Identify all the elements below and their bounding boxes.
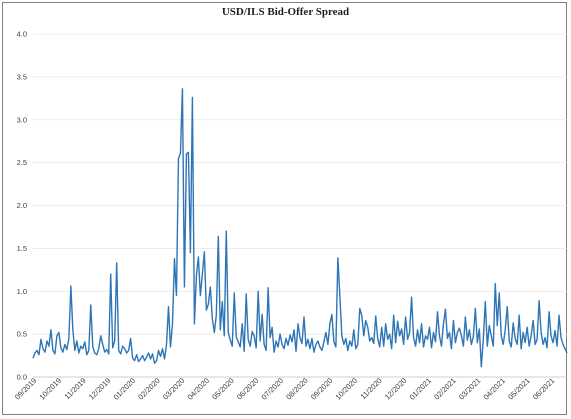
x-tick-label: 01/2020 bbox=[112, 376, 138, 402]
y-tick-label: 2.0 bbox=[17, 201, 27, 210]
y-tick-label: 1.5 bbox=[17, 244, 27, 253]
x-tick-label: 08/2020 bbox=[284, 376, 310, 402]
x-tick-label: 02/2021 bbox=[432, 376, 458, 402]
gridlines bbox=[33, 33, 567, 378]
x-tick-label: 07/2020 bbox=[260, 376, 286, 402]
series-line-0 bbox=[32, 88, 568, 368]
x-tick-label: 04/2020 bbox=[186, 376, 212, 402]
x-tick-label: 12/2020 bbox=[383, 376, 409, 402]
y-tick-label: 3.0 bbox=[17, 115, 27, 124]
y-axis: 0.0 0.5 1.0 1.5 2.0 2.5 3.0 3.5 4.0 bbox=[17, 30, 27, 382]
x-tick-label: 03/2021 bbox=[457, 376, 483, 402]
x-tick-label: 11/2020 bbox=[359, 376, 384, 401]
x-axis: 09/2019 10/2019 11/2019 12/2019 01/2020 02/20… bbox=[13, 376, 557, 402]
x-tick-label: 06/2020 bbox=[235, 376, 261, 402]
x-tick-label: 01/2021 bbox=[408, 376, 434, 402]
x-tick-label: 02/2020 bbox=[136, 376, 162, 402]
x-tick-label: 04/2021 bbox=[482, 376, 508, 402]
y-tick-label: 2.5 bbox=[17, 158, 27, 167]
y-tick-label: 0.5 bbox=[17, 330, 27, 339]
y-tick-label: 1.0 bbox=[17, 287, 27, 296]
x-tick-label: 12/2019 bbox=[87, 376, 113, 402]
y-tick-label: 4.0 bbox=[17, 30, 27, 39]
x-tick-label: 05/2021 bbox=[506, 376, 532, 402]
x-tick-label: 10/2020 bbox=[334, 376, 360, 402]
x-tick-label: 10/2019 bbox=[38, 376, 64, 402]
x-tick-label: 11/2019 bbox=[63, 376, 88, 401]
x-tick-label: 06/2021 bbox=[531, 376, 557, 402]
x-tick-label: 09/2020 bbox=[309, 376, 335, 402]
x-tick-label: 03/2020 bbox=[161, 376, 187, 402]
x-tick-label: 05/2020 bbox=[210, 376, 236, 402]
chart-title: USD/ILS Bid-Offer Spread bbox=[221, 6, 350, 18]
y-tick-label: 3.5 bbox=[17, 72, 27, 81]
y-tick-label: 0.0 bbox=[17, 373, 27, 382]
series-group bbox=[32, 88, 568, 368]
